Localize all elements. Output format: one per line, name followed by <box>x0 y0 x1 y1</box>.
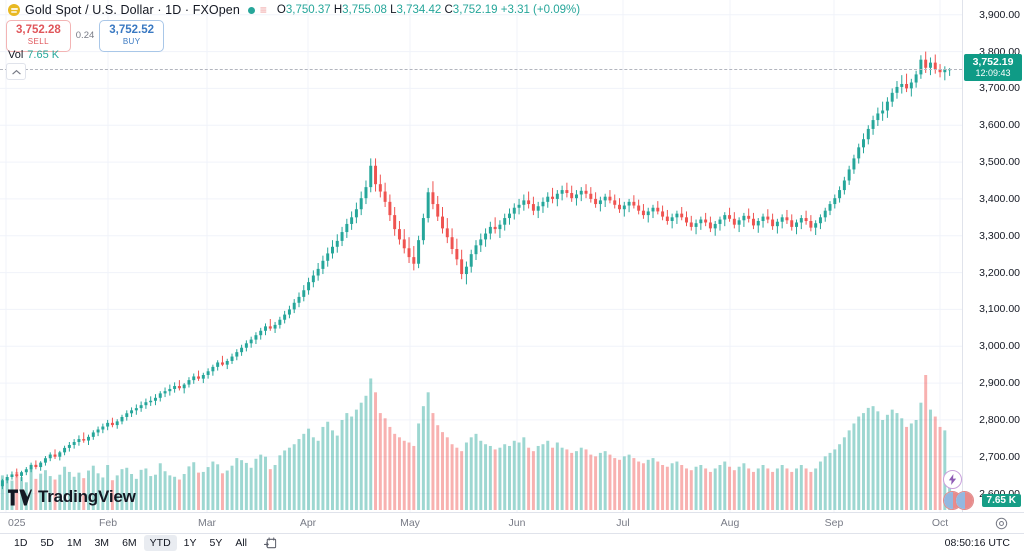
high-label: H <box>333 4 343 16</box>
volume-legend[interactable]: Vol 7.65 K <box>8 49 59 61</box>
chart-legend[interactable]: Gold Spot / U.S. Dollar · 1D · FXOpen ≡ … <box>8 3 580 17</box>
range-button-ytd[interactable]: YTD <box>143 534 177 552</box>
price-tick: 3,400.00 <box>979 192 1020 205</box>
close-label: C <box>444 4 453 16</box>
open-value: 3,750.37 <box>285 4 331 16</box>
chart-gridlines <box>0 0 962 512</box>
replay-badge-right[interactable] <box>955 491 974 510</box>
time-tick: Feb <box>98 517 118 529</box>
time-tick: Mar <box>197 517 217 529</box>
volume-label: Vol <box>8 49 24 61</box>
buy-sell-panel[interactable]: 3,752.28 SELL 0.24 3,752.52 BUY <box>6 20 165 52</box>
price-tick: 3,600.00 <box>979 119 1020 132</box>
time-tick: May <box>400 517 420 529</box>
sell-label: SELL <box>27 37 49 47</box>
chevron-up-glyph-icon <box>11 69 21 74</box>
date-range-icon[interactable] <box>262 535 278 551</box>
high-value: 3,755.08 <box>342 4 387 16</box>
chart-plot-area[interactable]: TradingView <box>0 0 962 512</box>
volume-badge[interactable]: 7.65 K <box>981 494 1021 507</box>
price-axis[interactable]: 3,900.00 3,800.00 3,700.00 3,600.00 3,500.00… <box>962 0 1024 512</box>
replay-badges-icon[interactable] <box>943 491 974 510</box>
last-price-value: 3,752.19 <box>972 56 1014 69</box>
price-tick: 3,900.00 <box>979 8 1020 21</box>
buy-price: 3,752.52 <box>109 24 155 36</box>
tradingview-watermark: TradingView <box>8 487 136 507</box>
open-label: O <box>276 4 286 16</box>
watermark-text: TradingView <box>38 487 136 506</box>
range-button-1y[interactable]: 1Y <box>178 535 203 552</box>
bottom-toolbar[interactable]: 1D 5D 1M 3M 6M YTD 1Y 5Y All 08:50:16 UTC <box>0 533 1024 552</box>
range-button-1d[interactable]: 1D <box>8 535 33 552</box>
low-value: 3,734.42 <box>396 4 442 16</box>
time-axis[interactable]: 025 Feb Mar Apr May Jun Jul Aug Sep Oct <box>0 512 1024 533</box>
series-visible-dot[interactable] <box>247 6 255 14</box>
price-tick: 3,500.00 <box>979 156 1020 169</box>
change-value: +3.31 (+0.09%) <box>500 4 581 16</box>
buy-label: BUY <box>122 37 141 47</box>
time-tick: Jul <box>616 517 630 529</box>
lightning-bolt-icon[interactable] <box>943 470 962 489</box>
sell-price: 3,752.28 <box>16 24 61 36</box>
calendar-glyph-icon <box>263 536 276 548</box>
time-tick: 025 <box>8 517 26 529</box>
range-button-5y[interactable]: 5Y <box>204 535 229 552</box>
sell-button[interactable]: 3,752.28 SELL <box>6 20 71 52</box>
chart-settings-icon[interactable] <box>995 517 1008 530</box>
price-tick: 3,300.00 <box>979 229 1020 242</box>
price-tick: 3,100.00 <box>979 303 1020 316</box>
price-tick: 3,700.00 <box>979 82 1020 95</box>
last-price-line <box>0 69 962 71</box>
last-price-time: 12:09:43 <box>975 68 1011 79</box>
chevron-up-icon[interactable] <box>6 63 26 80</box>
spread-value: 0.24 <box>75 30 95 42</box>
lightning-glyph-icon <box>948 474 957 485</box>
close-value: 3,752.19 <box>452 4 498 16</box>
price-tick: 2,800.00 <box>979 413 1020 426</box>
low-label: L <box>390 4 397 16</box>
time-tick: Sep <box>824 517 844 529</box>
price-tick: 3,000.00 <box>979 340 1020 353</box>
time-tick: Oct <box>931 517 949 529</box>
price-tick: 2,900.00 <box>979 377 1020 390</box>
buy-button[interactable]: 3,752.52 BUY <box>99 20 165 52</box>
gold-coin-icon <box>8 4 20 16</box>
series-menu-icon[interactable]: ≡ <box>259 3 267 17</box>
range-button-5d[interactable]: 5D <box>34 535 59 552</box>
price-tick: 3,200.00 <box>979 266 1020 279</box>
ohlc-values: O3,750.37 H3,755.08 L3,734.42 C3,752.19 … <box>277 4 580 16</box>
range-button-3m[interactable]: 3M <box>88 535 115 552</box>
range-button-all[interactable]: All <box>229 535 253 552</box>
price-tick: 2,700.00 <box>979 450 1020 463</box>
candlestick-plot <box>0 51 952 510</box>
time-tick: Aug <box>720 517 740 529</box>
range-button-6m[interactable]: 6M <box>116 535 143 552</box>
time-range-buttons[interactable]: 1D 5D 1M 3M 6M YTD 1Y 5Y All <box>8 534 253 552</box>
range-button-1m[interactable]: 1M <box>61 535 88 552</box>
volume-value: 7.65 K <box>27 49 60 61</box>
time-tick: Jun <box>508 517 526 529</box>
last-price-badge[interactable]: 3,752.19 12:09:43 <box>964 54 1022 82</box>
clock-utc: 08:50:16 UTC <box>944 537 1010 549</box>
chart-floating-actions[interactable] <box>943 470 974 510</box>
time-tick: Apr <box>299 517 317 529</box>
tradingview-logo-icon <box>8 489 32 505</box>
symbol-title[interactable]: Gold Spot / U.S. Dollar · 1D · FXOpen <box>25 3 240 17</box>
